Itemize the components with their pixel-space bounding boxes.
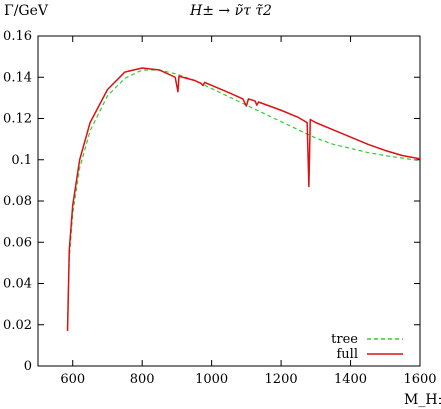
- y-tick-label: 0.1: [11, 153, 32, 168]
- series-line-full: [66, 67, 421, 331]
- y-tick-label: 0.14: [3, 70, 32, 85]
- y-tick-label: 0.12: [3, 112, 32, 127]
- series-line-tree: [66, 69, 421, 331]
- y-tick-label: 0.16: [3, 29, 32, 44]
- series-lines: [66, 67, 421, 331]
- x-axis-title: M_H±: [404, 392, 441, 408]
- x-tick-label: 1400: [334, 372, 367, 387]
- chart-title: H± → ν̃τ τ̃2: [189, 3, 272, 19]
- x-tick-label: 1600: [403, 372, 436, 387]
- axis-ticks: 0 0.02 0.04 0.06 0.08 0.1 0.12 0.14 0.16 600 800 10…: [3, 29, 437, 387]
- y-tick-label: 0.08: [3, 194, 32, 209]
- y-tick-label: 0: [24, 359, 32, 374]
- x-tick-label: 600: [60, 372, 85, 387]
- y-tick-label: 0.02: [3, 318, 32, 333]
- y-tick-label: 0.06: [3, 235, 32, 250]
- x-tick-label: 1000: [195, 372, 228, 387]
- y-axis-title: Γ/GeV: [4, 3, 49, 19]
- legend-label-tree: tree: [331, 332, 358, 347]
- legend-label-full: full: [337, 347, 359, 362]
- plot-frame: [37, 35, 421, 367]
- x-tick-label: 800: [130, 372, 155, 387]
- y-tick-label: 0.04: [3, 277, 32, 292]
- x-tick-label: 1200: [265, 372, 298, 387]
